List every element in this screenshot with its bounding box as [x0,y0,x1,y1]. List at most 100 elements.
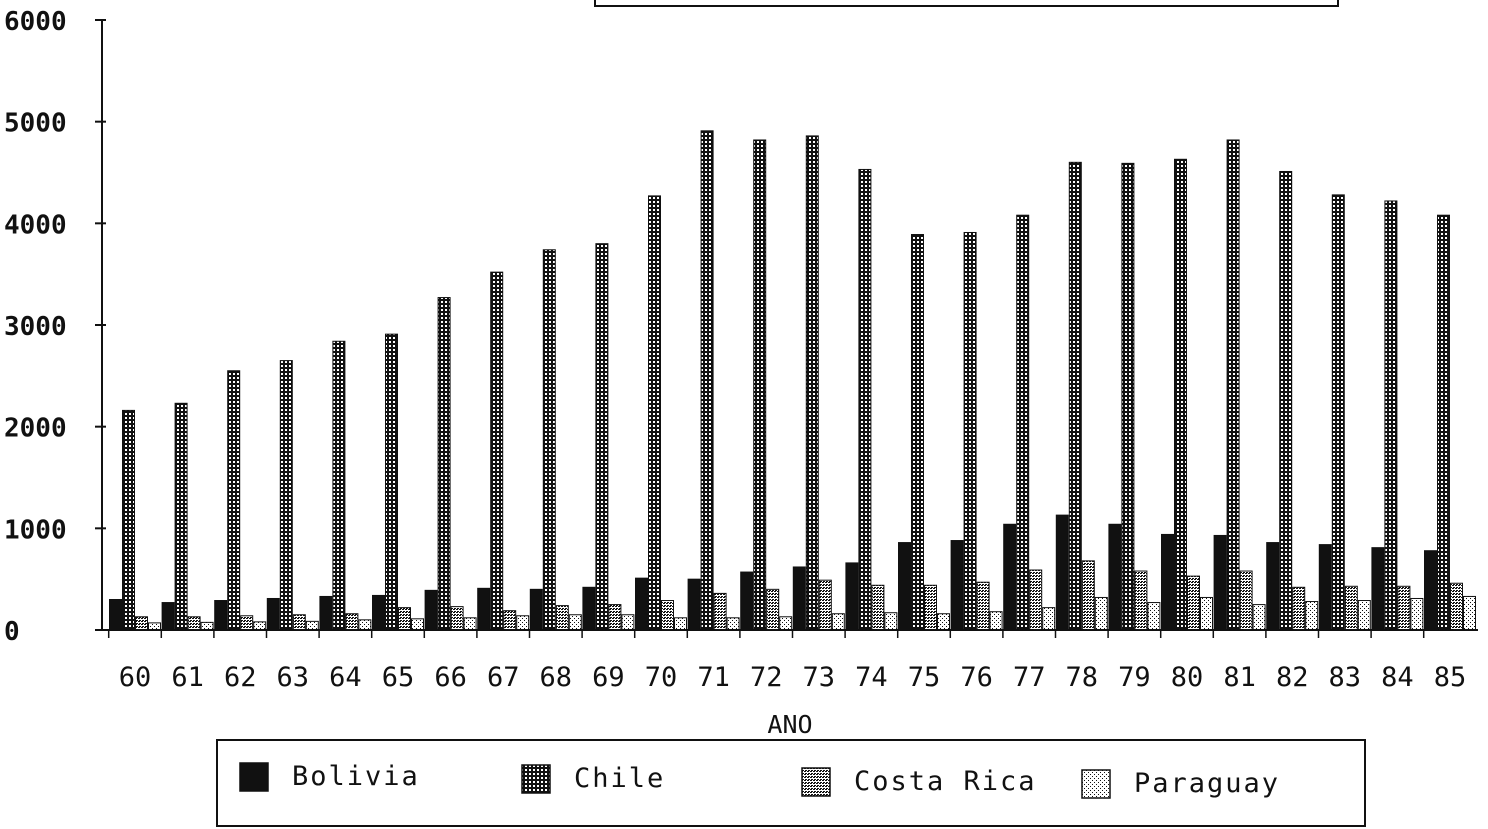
bar-paraguay [1200,596,1213,631]
bar-chile [1016,214,1030,631]
legend-swatch-bolivia [239,762,269,792]
bar-costa-rica [555,605,569,631]
x-tick-label: 69 [592,662,625,693]
bar-paraguay [1094,596,1108,631]
bar-chile [1331,194,1345,631]
bar-costa-rica [766,588,780,631]
bar-paraguay [937,613,950,631]
bar-chile [595,243,609,631]
bar-chile [805,135,819,631]
legend: Bolivia Chile Costa Rica Paraguay [216,739,1366,827]
bar-costa-rica [608,604,622,631]
bar-bolivia [1213,534,1227,631]
bar-paraguay [1305,601,1319,631]
bar-costa-rica [503,610,517,631]
legend-label-bolivia: Bolivia [292,761,420,792]
bar-chile [1279,170,1293,631]
bar-costa-rica [292,614,306,631]
bar-chile [963,231,977,631]
x-tick-label: 78 [1066,662,1099,693]
bar-chile [1068,161,1082,631]
y-axis: 0 1000 2000 3000 4000 5000 6000 [4,7,106,647]
bar-paraguay [884,612,898,631]
bar-costa-rica [398,607,411,631]
bar-costa-rica [924,584,937,631]
legend-swatch-paraguay [1081,769,1111,799]
bar-paraguay [831,613,845,631]
bar-bolivia [740,571,754,631]
bar-paraguay [989,611,1003,631]
bar-chile [174,402,188,631]
bar-paraguay [568,614,582,631]
bar-chile [1226,139,1240,631]
x-tick-label: 80 [1171,662,1204,693]
bar-bolivia [1266,542,1280,631]
bar-paraguay [779,616,793,631]
bar-chile [1174,158,1187,631]
bar-paraguay [200,621,214,631]
bar-paraguay [148,622,161,631]
y-tick-label: 0 [4,617,20,647]
y-tick-label: 4000 [4,210,67,240]
x-tick-label: 63 [277,662,310,693]
bar-bolivia [109,599,122,631]
bar-chile [753,139,767,631]
x-tick-label: 72 [750,662,783,693]
bar-costa-rica [135,616,148,631]
bar-chile [227,370,241,631]
bar-bolivia [1371,547,1385,631]
bar-bolivia [845,562,859,631]
bar-paraguay [463,617,477,631]
bar-bolivia [950,540,964,631]
x-tick-label: 74 [855,662,888,693]
x-tick-label: 81 [1223,662,1256,693]
bar-chile [700,130,714,631]
bar-paraguay [726,617,740,631]
bar-bolivia [266,597,280,631]
x-tick-label: 84 [1381,662,1414,693]
bar-chile [911,234,924,631]
x-tick-label: 73 [803,662,836,693]
y-tick-label: 3000 [4,312,67,342]
bar-paraguay [1147,602,1161,631]
legend-label-paraguay: Paraguay [1134,768,1280,799]
bar-paraguay [305,620,319,631]
bar-bolivia [424,589,438,631]
bar-bolivia [477,587,491,631]
bar-bolivia [1108,523,1122,631]
bar-bolivia [792,566,806,631]
y-tick-label: 6000 [4,7,67,37]
x-axis-title: ANO [767,710,812,739]
bar-paraguay [1042,607,1056,631]
bar-bolivia [1318,544,1332,631]
x-tick-label: 62 [224,662,257,693]
bar-chile [1121,162,1135,631]
bar-chile [1437,214,1450,631]
bar-costa-rica [871,584,885,631]
bar-costa-rica [450,606,464,631]
legend-box [216,739,1366,827]
bar-bolivia [319,595,333,631]
bar-paraguay [1463,595,1476,631]
bar-bolivia [1161,533,1174,631]
bar-paraguay [253,621,267,631]
bar-bolivia [214,600,228,631]
x-tick-label: 70 [645,662,678,693]
bar-chile [1384,200,1398,631]
bar-costa-rica [661,600,674,631]
x-tick-label: 79 [1118,662,1151,693]
bar-paraguay [411,618,424,631]
bar-paraguay [674,617,687,631]
bar-chile [437,297,451,631]
bar-costa-rica [240,615,254,631]
y-tick-label: 5000 [4,109,67,139]
bar-costa-rica [1029,569,1043,631]
x-axis: 60 61 62 63 64 65 66 67 68 69 70 71 72 73 74 75 76 77 78 79… [102,629,1478,693]
bar-bolivia [372,594,385,631]
bar-bolivia [1003,523,1017,631]
x-tick-label: 64 [329,662,362,693]
bar-costa-rica [818,579,832,631]
bar-bolivia [582,586,596,631]
bar-chile [332,340,346,631]
x-tick-label: 66 [434,662,467,693]
